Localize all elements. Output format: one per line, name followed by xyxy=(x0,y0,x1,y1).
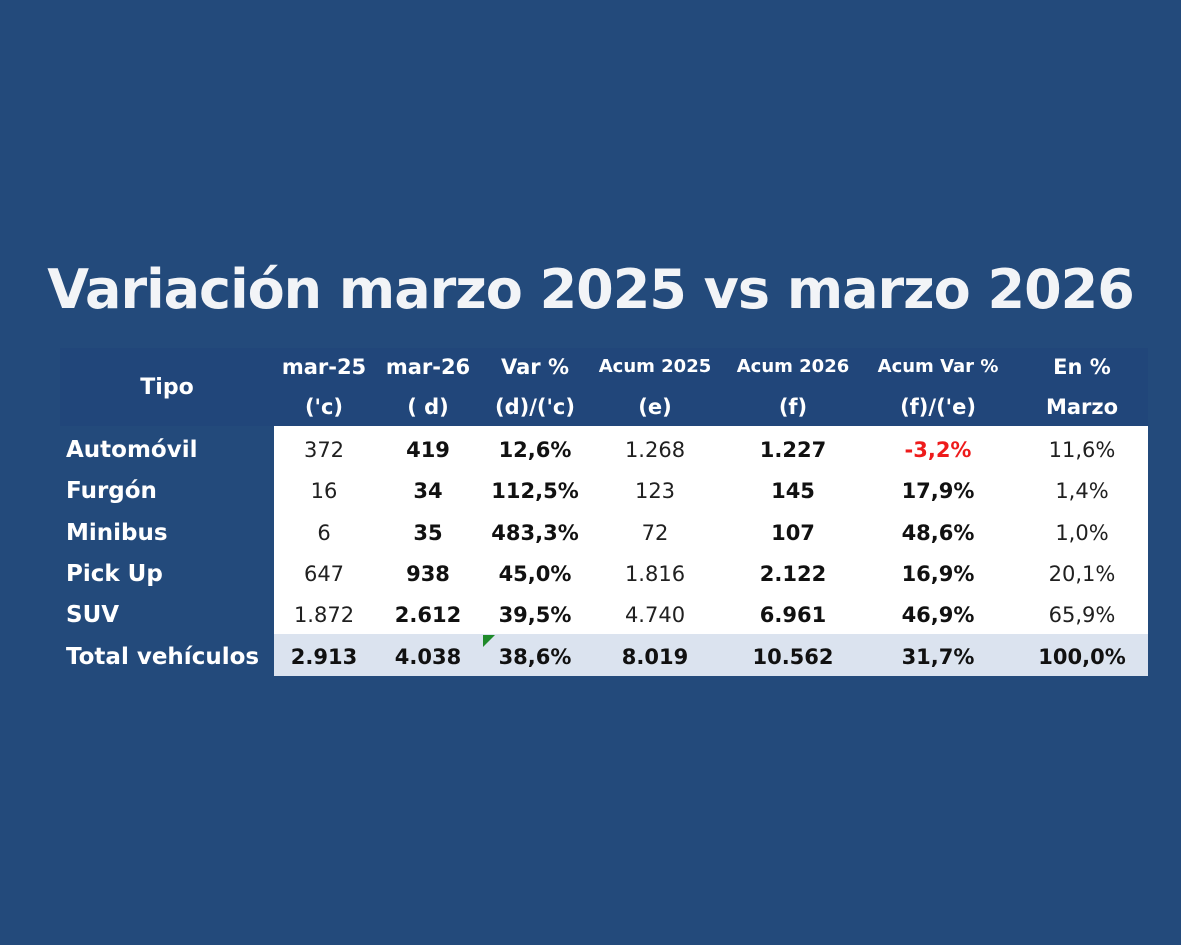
row-label-furgon: Furgón xyxy=(66,478,157,504)
cell-furgon-var: 112,5% xyxy=(491,479,579,503)
cell-suv-acum2025: 4.740 xyxy=(624,603,686,627)
cell-minibus-acumvar: 48,6% xyxy=(901,521,975,545)
cell-total-enpct: 100,0% xyxy=(1038,645,1126,669)
row-label-automovil: Automóvil xyxy=(66,437,198,463)
header-col-acumvar: Acum Var % (f)/('e) xyxy=(864,348,1012,426)
header-col-acum2025-line2: (e) xyxy=(638,395,672,419)
header-col-mar25-line2: ('c) xyxy=(304,395,344,419)
total-row-band xyxy=(274,634,1148,676)
header-col-var-line1: Var % xyxy=(501,355,569,379)
cell-total-acum2026: 10.562 xyxy=(752,645,834,669)
header-col-var-line2: (d)/('c) xyxy=(495,395,575,419)
page-title: Variación marzo 2025 vs marzo 2026 xyxy=(47,258,1135,321)
cell-suv-mar25: 1.872 xyxy=(293,603,355,627)
cell-pickup-mar25: 647 xyxy=(303,562,345,586)
cell-minibus-acum2026: 107 xyxy=(771,521,815,545)
cell-furgon-mar26: 34 xyxy=(413,479,443,503)
cell-minibus-mar25: 6 xyxy=(317,521,331,545)
header-tipo: Tipo xyxy=(60,348,274,426)
cell-pickup-var: 45,0% xyxy=(498,562,572,586)
header-col-enpct-line1: En % xyxy=(1053,355,1111,379)
cell-pickup-mar26: 938 xyxy=(406,562,450,586)
cell-automovil-var: 12,6% xyxy=(498,438,572,462)
header-col-mar25: mar-25 ('c) xyxy=(278,348,370,426)
cell-total-mar25: 2.913 xyxy=(290,645,358,669)
row-label-total: Total vehículos xyxy=(66,644,260,670)
cell-minibus-mar26: 35 xyxy=(413,521,443,545)
header-col-enpct-line2: Marzo xyxy=(1045,395,1119,419)
header-col-enpct: En % Marzo xyxy=(1024,348,1140,426)
header-col-acumvar-line2: (f)/('e) xyxy=(900,395,976,419)
cell-suv-var: 39,5% xyxy=(498,603,572,627)
cell-automovil-acum2026: 1.227 xyxy=(759,438,827,462)
header-col-mar26-line1: mar-26 xyxy=(385,355,471,379)
cell-automovil-acumvar: -3,2% xyxy=(904,438,972,462)
cell-pickup-acumvar: 16,9% xyxy=(901,562,975,586)
cell-furgon-acum2026: 145 xyxy=(771,479,815,503)
cell-minibus-acum2025: 72 xyxy=(641,521,669,545)
cell-total-acumvar: 31,7% xyxy=(901,645,975,669)
cell-furgon-acumvar: 17,9% xyxy=(901,479,975,503)
header-col-acum2025-line1: Acum 2025 xyxy=(598,356,712,377)
header-col-acum2026-line1: Acum 2026 xyxy=(736,356,850,377)
row-label-minibus: Minibus xyxy=(66,520,168,546)
header-col-var: Var % (d)/('c) xyxy=(480,348,590,426)
cell-minibus-enpct: 1,0% xyxy=(1055,521,1109,545)
header-col-mar26: mar-26 ( d) xyxy=(380,348,476,426)
cell-automovil-acum2025: 1.268 xyxy=(624,438,686,462)
header-band xyxy=(274,348,1148,426)
header-col-mar25-line1: mar-25 xyxy=(281,355,367,379)
cell-suv-acum2026: 6.961 xyxy=(759,603,827,627)
cell-furgon-mar25: 16 xyxy=(310,479,338,503)
cell-automovil-mar25: 372 xyxy=(303,438,345,462)
cell-pickup-enpct: 20,1% xyxy=(1048,562,1116,586)
header-col-acum2026-line2: (f) xyxy=(778,395,808,419)
cell-automovil-enpct: 11,6% xyxy=(1048,438,1116,462)
cell-pickup-acum2025: 1.816 xyxy=(624,562,686,586)
header-col-acum2025: Acum 2025 (e) xyxy=(588,348,722,426)
cell-pickup-acum2026: 2.122 xyxy=(759,562,827,586)
header-col-mar26-line2: ( d) xyxy=(407,395,449,419)
cell-total-var: 38,6% xyxy=(498,645,572,669)
row-label-pickup: Pick Up xyxy=(66,561,163,587)
cell-total-mar26: 4.038 xyxy=(394,645,462,669)
cell-total-acum2025: 8.019 xyxy=(621,645,689,669)
cell-minibus-var: 483,3% xyxy=(491,521,579,545)
row-label-suv: SUV xyxy=(66,602,120,628)
cell-comment-marker-icon xyxy=(483,635,495,647)
cell-suv-acumvar: 46,9% xyxy=(901,603,975,627)
cell-furgon-acum2025: 123 xyxy=(634,479,676,503)
cell-furgon-enpct: 1,4% xyxy=(1055,479,1109,503)
cell-automovil-mar26: 419 xyxy=(406,438,450,462)
header-col-acum2026: Acum 2026 (f) xyxy=(726,348,860,426)
cell-suv-mar26: 2.612 xyxy=(394,603,462,627)
cell-suv-enpct: 65,9% xyxy=(1048,603,1116,627)
header-col-acumvar-line1: Acum Var % xyxy=(877,356,999,377)
